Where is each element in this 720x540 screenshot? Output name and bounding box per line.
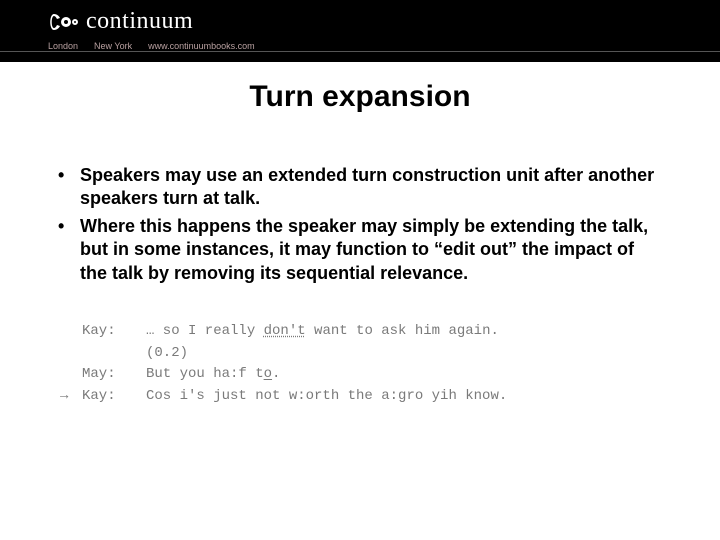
transcript-block: Kay: … so I really don't want to ask him… bbox=[54, 313, 666, 416]
speaker-label bbox=[82, 343, 146, 365]
transcript-row: Kay: … so I really don't want to ask him… bbox=[60, 321, 660, 343]
bullet-item: Where this happens the speaker may simpl… bbox=[54, 215, 666, 285]
location-1: New York bbox=[94, 41, 132, 51]
arrow-icon: → bbox=[60, 386, 82, 408]
speaker-label: May: bbox=[82, 364, 146, 386]
logo-row: continuum bbox=[48, 8, 720, 35]
utterance: Cos i's just not w:orth the a:gro yih kn… bbox=[146, 386, 660, 408]
header-bar: continuum London New York www.continuumb… bbox=[0, 0, 720, 62]
speaker-label: Kay: bbox=[82, 386, 146, 408]
slide-body: Turn expansion Speakers may use an exten… bbox=[0, 62, 720, 416]
page-title: Turn expansion bbox=[54, 80, 666, 114]
brand-text: continuum bbox=[86, 8, 193, 35]
header-sub-row: London New York www.continuumbooks.com bbox=[48, 41, 720, 51]
bullet-item: Speakers may use an extended turn constr… bbox=[54, 164, 666, 211]
utterance: … so I really don't want to ask him agai… bbox=[146, 321, 660, 343]
brand-url: www.continuumbooks.com bbox=[148, 41, 255, 51]
transcript-row: (0.2) bbox=[60, 343, 660, 365]
arrow-icon bbox=[60, 343, 82, 365]
transcript-row: May: But you ha:f to. bbox=[60, 364, 660, 386]
arrow-icon bbox=[60, 321, 82, 343]
utterance: But you ha:f to. bbox=[146, 364, 660, 386]
brand-logo-icon bbox=[48, 11, 78, 33]
utterance: (0.2) bbox=[146, 343, 660, 365]
bullet-list: Speakers may use an extended turn constr… bbox=[54, 164, 666, 285]
location-0: London bbox=[48, 41, 78, 51]
header-divider bbox=[0, 51, 720, 52]
transcript-row: → Kay: Cos i's just not w:orth the a:gro… bbox=[60, 386, 660, 408]
speaker-label: Kay: bbox=[82, 321, 146, 343]
arrow-icon bbox=[60, 364, 82, 386]
